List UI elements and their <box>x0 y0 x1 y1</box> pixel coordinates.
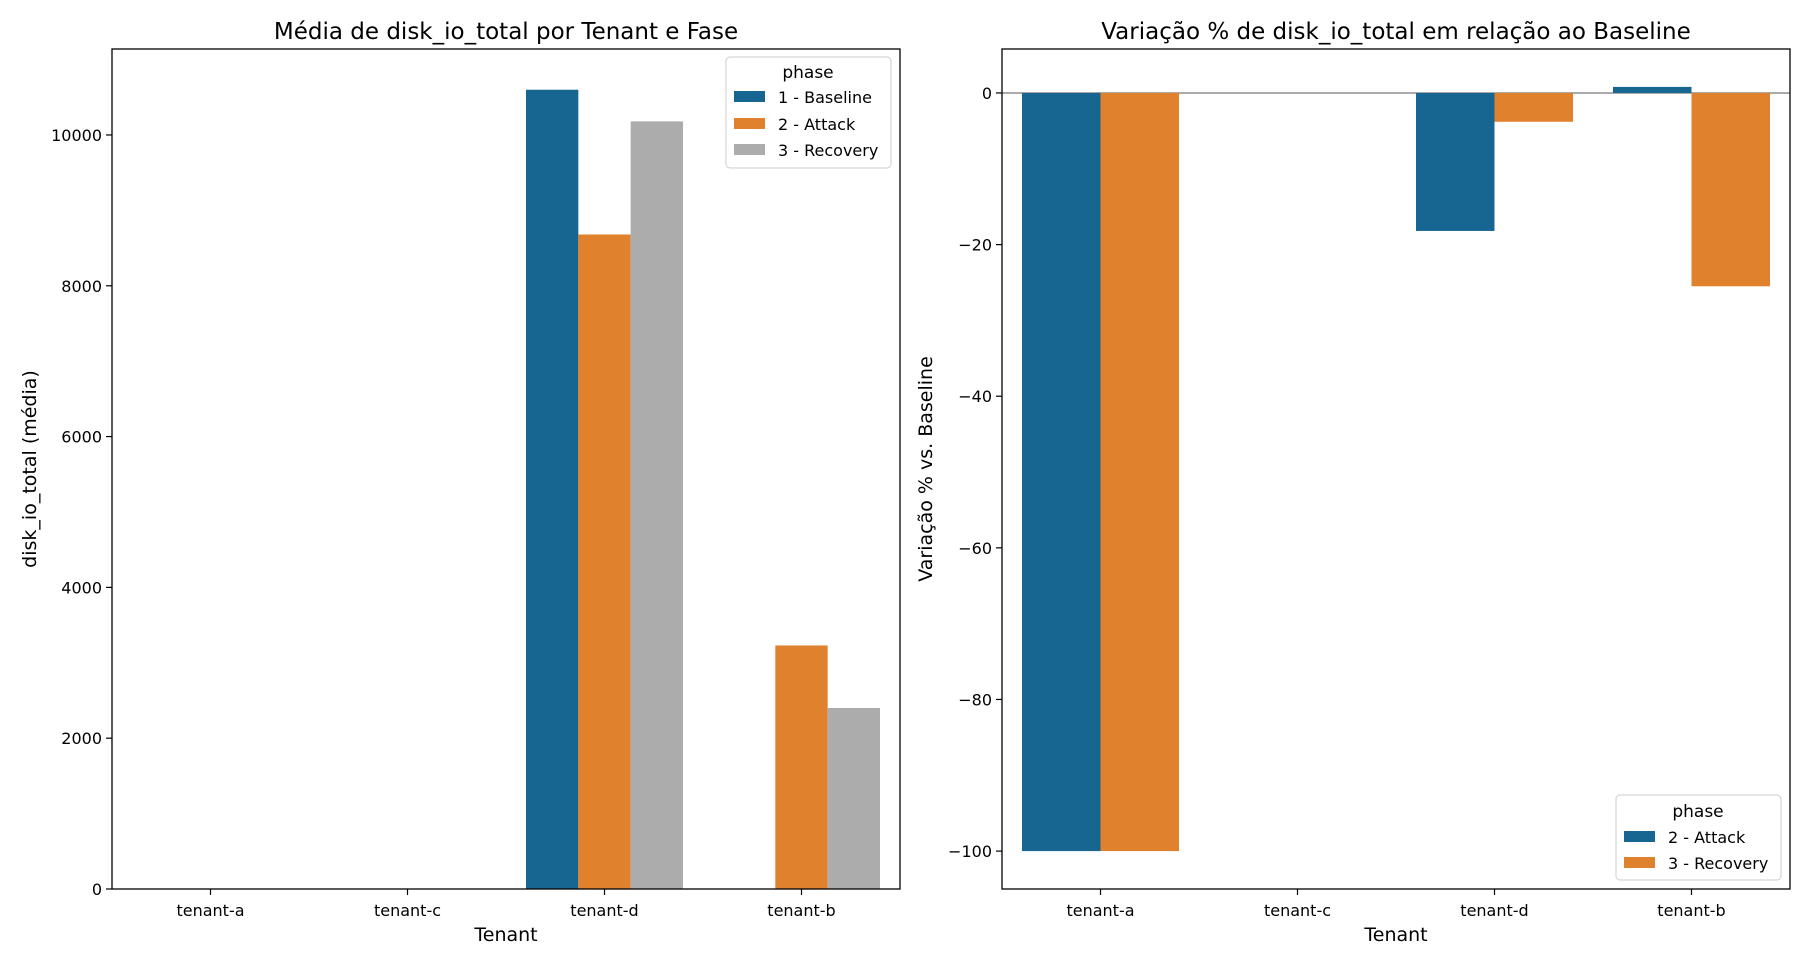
chart-right-y-tick-label: −80 <box>958 690 992 709</box>
chart-left-y-tick-label: 4000 <box>61 578 102 597</box>
chart-right-legend-title: phase <box>1672 802 1723 822</box>
chart-right-legend-swatch-attack <box>1624 831 1655 842</box>
chart-left-legend-box <box>725 56 892 169</box>
chart-right-bar-tenant-b-2-attack <box>1613 86 1692 93</box>
chart-left-x-tick-label: tenant-a <box>176 901 244 920</box>
chart-right-x-tick-label: tenant-a <box>1066 901 1134 920</box>
chart-left-y-tick-label: 2000 <box>61 729 102 748</box>
chart-left-y-axis-title: disk_io_total (média) <box>19 370 41 568</box>
chart-left-legend-label-recovery: 3 - Recovery <box>778 141 878 160</box>
chart-left-y-tick-label: 6000 <box>61 428 102 447</box>
chart-right-y-ticks: −100 −80 −60 −40 −20 0 <box>948 84 1002 861</box>
chart-left-x-axis-title: Tenant <box>473 924 537 946</box>
chart-left-legend-label-attack: 2 - Attack <box>778 115 856 134</box>
chart-right-bar-tenant-b-3-recovery <box>1691 92 1770 287</box>
chart-left-bar-tenant-b-3-recovery <box>827 708 880 889</box>
chart-left-bars <box>526 89 880 890</box>
chart-left-y-ticks: 0 2000 4000 6000 8000 10000 <box>51 126 112 899</box>
chart-right-x-axis-title: Tenant <box>1363 924 1427 946</box>
chart-right-disk-io-variation: Variação % de disk_io_total em relação a… <box>915 19 1791 946</box>
chart-right-x-tick-label: tenant-c <box>1264 901 1331 920</box>
chart-right-y-tick-label: −20 <box>958 236 992 255</box>
chart-right-bar-tenant-d-3-recovery <box>1494 92 1573 122</box>
chart-left-legend-swatch-attack <box>734 118 765 129</box>
chart-right-title: Variação % de disk_io_total em relação a… <box>1101 19 1691 45</box>
chart-right-legend-label-attack: 2 - Attack <box>1668 828 1746 847</box>
chart-left-bar-tenant-d-2-attack <box>578 234 631 890</box>
chart-left-x-tick-label: tenant-d <box>570 901 638 920</box>
chart-right-plot-frame <box>1001 48 1791 890</box>
chart-left-legend-swatch-baseline <box>734 91 765 102</box>
chart-right-bar-tenant-d-2-attack <box>1416 92 1495 231</box>
chart-right-legend: phase 2 - Attack 3 - Recovery <box>1615 794 1782 881</box>
chart-left-legend-swatch-recovery <box>734 144 765 155</box>
chart-left-legend: phase 1 - Baseline 2 - Attack 3 - Recove… <box>725 56 892 169</box>
chart-right-legend-box <box>1615 794 1782 881</box>
chart-left-y-tick-label: 10000 <box>51 126 102 145</box>
chart-left-bar-tenant-d-1-baseline <box>526 89 579 890</box>
chart-right-y-tick-label: −100 <box>948 842 992 861</box>
chart-right-legend-swatch-recovery <box>1624 857 1655 868</box>
chart-left-bar-tenant-b-2-attack <box>775 645 828 889</box>
chart-left-x-tick-label: tenant-c <box>374 901 441 920</box>
chart-right-y-axis-title: Variação % vs. Baseline <box>915 356 937 582</box>
chart-left-legend-label-baseline: 1 - Baseline <box>778 88 872 107</box>
chart-left-disk-io-mean: Média de disk_io_total por Tenant e Fase… <box>19 19 901 946</box>
chart-left-x-ticks: tenant-a tenant-c tenant-d tenant-b <box>176 889 836 920</box>
chart-left-plot-frame <box>111 48 901 890</box>
chart-right-x-tick-label: tenant-d <box>1460 901 1528 920</box>
chart-right-y-tick-label: 0 <box>982 84 992 103</box>
chart-left-y-tick-label: 8000 <box>61 277 102 296</box>
chart-right-y-tick-label: −60 <box>958 539 992 558</box>
chart-left-y-tick-label: 0 <box>92 880 102 899</box>
chart-right-bar-tenant-a-2-attack <box>1022 92 1101 852</box>
chart-left-x-tick-label: tenant-b <box>767 901 835 920</box>
chart-right-x-ticks: tenant-a tenant-c tenant-d tenant-b <box>1066 889 1726 920</box>
chart-right-y-tick-label: −40 <box>958 387 992 406</box>
chart-right-legend-label-recovery: 3 - Recovery <box>1668 854 1768 873</box>
chart-right-x-tick-label: tenant-b <box>1657 901 1725 920</box>
chart-left-legend-title: phase <box>782 63 833 83</box>
chart-left-bar-tenant-d-3-recovery <box>630 121 683 889</box>
chart-right-bars <box>1022 86 1770 852</box>
chart-left-title: Média de disk_io_total por Tenant e Fase <box>274 19 738 45</box>
chart-right-bar-tenant-a-3-recovery <box>1100 92 1179 852</box>
